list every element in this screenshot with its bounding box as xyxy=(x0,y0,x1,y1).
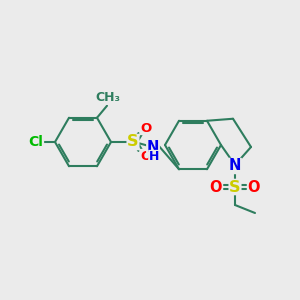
Text: N: N xyxy=(229,158,241,173)
Text: N: N xyxy=(147,140,159,154)
Text: O: O xyxy=(248,179,260,194)
Text: S: S xyxy=(127,134,139,149)
Text: O: O xyxy=(210,179,222,194)
Text: H: H xyxy=(149,151,159,164)
Text: O: O xyxy=(140,122,152,134)
Text: CH₃: CH₃ xyxy=(95,91,121,104)
Text: O: O xyxy=(140,149,152,163)
Text: Cl: Cl xyxy=(28,135,44,149)
Text: S: S xyxy=(229,179,241,194)
